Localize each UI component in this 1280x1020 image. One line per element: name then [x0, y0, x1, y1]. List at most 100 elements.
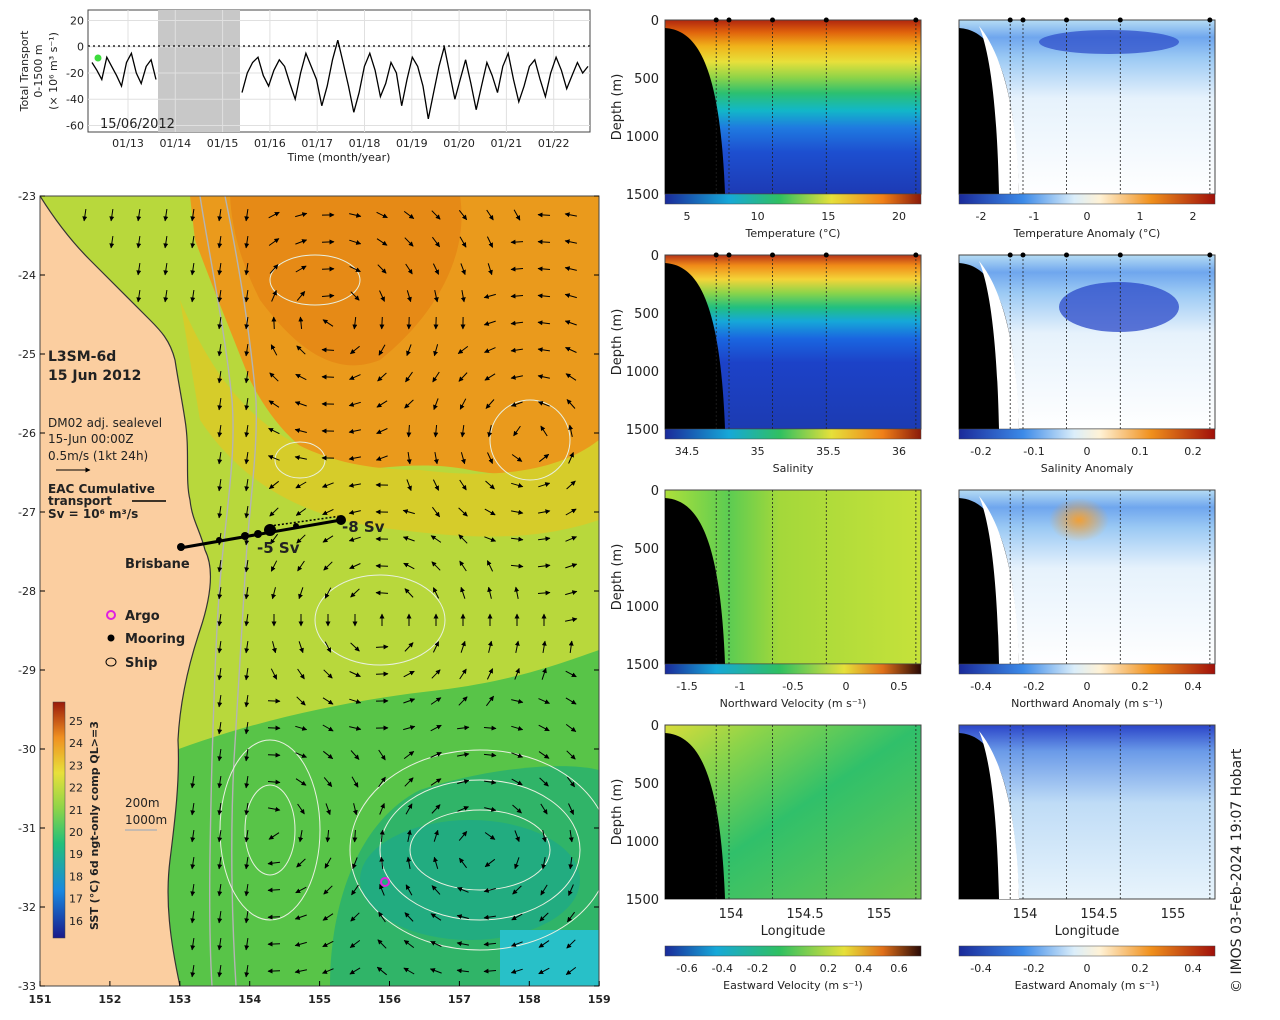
- velocity-arrow: [564, 239, 577, 245]
- velocity-arrow: [349, 563, 361, 569]
- velocity-arrow: [244, 560, 250, 573]
- velocity-arrow: [540, 803, 548, 815]
- transport-legend-3: Sv = 10⁶ m³/s: [48, 507, 138, 521]
- velocity-arrow: [298, 641, 304, 654]
- colorbar-tick-label: -2: [976, 210, 987, 223]
- velocity-arrow: [404, 399, 414, 409]
- velocity-arrow: [294, 968, 308, 974]
- velocity-arrow: [244, 425, 250, 438]
- mooring-dot: [713, 17, 719, 23]
- velocity-arrow: [484, 806, 497, 812]
- velocity-arrow: [429, 968, 442, 974]
- panel-colorbar: [664, 945, 922, 957]
- velocity-arrow: [514, 857, 520, 870]
- velocity-arrow: [539, 912, 549, 922]
- velocity-arrow: [321, 293, 335, 299]
- velocity-arrow: [459, 398, 467, 410]
- isobath-200-label: 200m: [125, 796, 160, 810]
- velocity-arrow: [433, 344, 439, 357]
- transport-label-a: -5 Sv: [257, 539, 300, 557]
- colorbar-tick-label: -0.4: [970, 962, 991, 975]
- velocity-arrow: [484, 858, 496, 868]
- no-data-region: [979, 261, 1019, 429]
- velocity-arrow: [244, 776, 250, 789]
- panel-colorbar: [664, 193, 922, 205]
- velocity-arrow: [324, 641, 332, 653]
- velocity-arrow: [268, 480, 280, 490]
- velocity-arrow: [244, 452, 250, 465]
- land-australia: [40, 196, 211, 986]
- velocity-arrow: [564, 266, 577, 272]
- velocity-arrow: [568, 424, 574, 438]
- velocity-arrow: [430, 697, 442, 705]
- colorbar-tick-label: 0: [1084, 210, 1091, 223]
- velocity-arrow: [512, 885, 522, 895]
- depth-tick-label: 1500: [626, 893, 659, 908]
- depth-tick-label: 1500: [626, 658, 659, 673]
- velocity-arrow: [513, 209, 521, 221]
- velocity-arrow: [322, 968, 334, 974]
- velocity-arrow: [217, 371, 223, 384]
- velocity-arrow: [352, 857, 358, 870]
- velocity-arrow: [217, 506, 223, 519]
- velocity-arrow: [217, 776, 223, 789]
- velocity-arrow: [244, 236, 250, 249]
- velocity-arrow: [541, 857, 547, 870]
- velocity-arrow: [406, 290, 412, 303]
- velocity-arrow: [294, 401, 307, 407]
- velocity-arrow: [190, 290, 196, 303]
- colorbar-tick-label: -0.4: [970, 680, 991, 693]
- velocity-arrow: [244, 695, 250, 708]
- longitude-axis-label: Longitude: [761, 924, 826, 939]
- map-lat-tick-label: -25: [18, 348, 36, 361]
- velocity-arrow: [217, 425, 223, 438]
- velocity-arrow: [406, 424, 412, 438]
- map-lon-ticks: 151 152 153 154 155 156 157 158 159: [29, 981, 611, 1006]
- velocity-arrow: [537, 212, 551, 218]
- velocity-arrow: [294, 455, 307, 461]
- longitude-tick-label: 154.5: [786, 907, 823, 922]
- velocity-arrow: [322, 750, 334, 760]
- velocity-arrow: [512, 804, 522, 814]
- velocity-arrow: [431, 561, 441, 571]
- velocity-arrow: [406, 344, 412, 357]
- velocity-arrow: [348, 455, 361, 461]
- velocity-arrow: [432, 371, 440, 383]
- velocity-arrow: [348, 509, 361, 515]
- velocity-arrow: [483, 752, 497, 758]
- velocity-arrow: [267, 887, 281, 893]
- velocity-arrow: [324, 587, 332, 599]
- colorbar-tick-label: 0: [1084, 680, 1091, 693]
- velocity-arrow: [457, 752, 470, 758]
- ts-ylabel-1: Total Transport: [18, 30, 31, 112]
- velocity-arrow: [295, 778, 307, 786]
- velocity-arrow: [431, 506, 441, 518]
- velocity-arrow: [217, 938, 223, 951]
- velocity-arrow: [217, 263, 223, 276]
- map-lat-tick-label: -26: [18, 427, 36, 440]
- velocity-arrow: [271, 316, 277, 330]
- credit-text: © IMOS 03-Feb-2024 19:07 Hobart: [1229, 748, 1245, 993]
- velocity-arrow: [350, 912, 360, 922]
- velocity-arrow: [458, 831, 468, 841]
- velocity-arrow: [323, 777, 333, 787]
- mooring-dot: [1020, 17, 1026, 23]
- velocity-arrow: [513, 425, 521, 437]
- velocity-arrow: [217, 641, 223, 654]
- depth-tick-label: 1000: [626, 835, 659, 850]
- velocity-arrow: [190, 776, 196, 789]
- velocity-arrow: [538, 509, 551, 515]
- velocity-arrow: [403, 210, 415, 220]
- isobath-line: [224, 196, 257, 986]
- panel-colorbar: [958, 945, 1216, 957]
- mooring-marker: [293, 523, 299, 529]
- velocity-arrow: [568, 803, 574, 815]
- velocity-arrow: [486, 668, 494, 680]
- velocity-arrow: [460, 263, 466, 276]
- colorbar-tick-label: -0.2: [970, 445, 991, 458]
- sst-map: -23 -24 -25 -26 -27 -28 -29 -30 -31 -32 -33 151 152…: [18, 190, 611, 1006]
- velocity-arrow: [565, 347, 577, 353]
- mooring-dot: [1007, 252, 1013, 258]
- sst-colorbar-tick: 20: [69, 826, 83, 839]
